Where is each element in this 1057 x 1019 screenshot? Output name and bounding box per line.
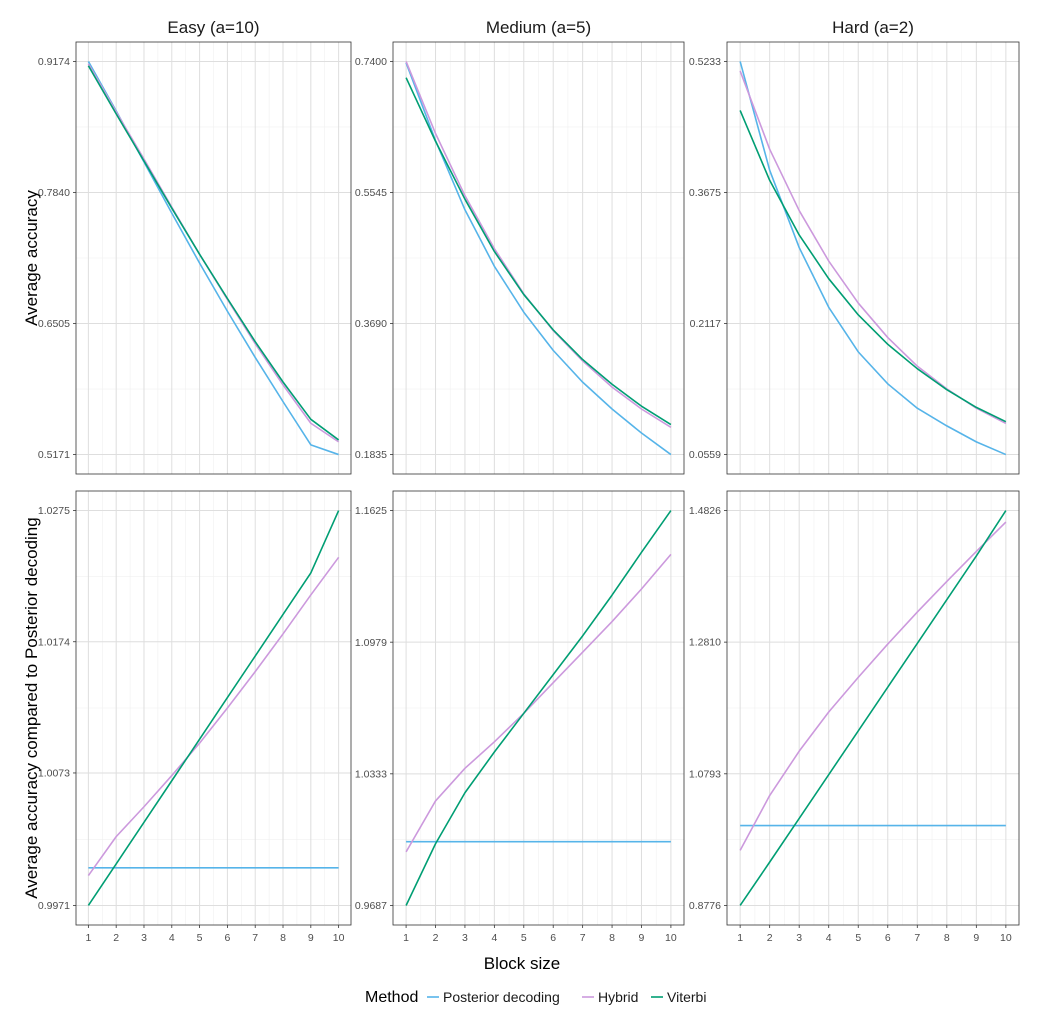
panel-border	[726, 41, 1020, 475]
y-tick-label: 0.5171	[38, 449, 70, 461]
legend-label: Viterbi	[667, 989, 706, 1005]
facet-strip-label: Medium (a=5)	[486, 18, 591, 37]
y-tick-label: 1.0073	[38, 768, 70, 780]
x-tick-label: 6	[885, 932, 891, 944]
series-line-hybrid	[87, 556, 340, 877]
y-tick-label: 0.9174	[38, 56, 70, 68]
x-tick-label: 4	[169, 932, 175, 944]
panel-accuracy-0: 0.5171 0.6505 0.7840 0.9174	[38, 41, 352, 475]
x-tick-label: 1	[737, 932, 743, 944]
series-line-viterbi	[405, 77, 672, 426]
x-tick-label: 1	[403, 932, 409, 944]
y-axis-title: Average accuracy compared to Posterior d…	[22, 517, 41, 898]
series-line-hybrid	[739, 521, 1007, 851]
y-tick-label: 0.5545	[355, 187, 387, 199]
facet-strip-label: Hard (a=2)	[832, 18, 914, 37]
y-tick-label: 1.0275	[38, 505, 70, 517]
x-tick-label: 4	[826, 932, 832, 944]
panel-relative-2: 0.8776 1.0793 1.2810 1.4826 1 2 3 4 5 6 7 8 9 10	[689, 490, 1020, 944]
y-tick-label: 0.7400	[355, 56, 387, 68]
x-tick-label: 4	[491, 932, 497, 944]
x-tick-label: 5	[197, 932, 203, 944]
y-tick-label: 0.5233	[689, 56, 721, 68]
y-tick-label: 1.4826	[689, 505, 721, 517]
y-tick-label: 1.0333	[355, 768, 387, 780]
panel-border	[75, 41, 352, 475]
x-tick-label: 7	[252, 932, 258, 944]
x-tick-label: 10	[665, 932, 677, 944]
y-tick-label: 0.0559	[689, 449, 721, 461]
y-tick-label: 0.6505	[38, 318, 70, 330]
series-line-viterbi	[87, 65, 340, 441]
panel-relative-0: 0.9971 1.0073 1.0174 1.0275 1 2 3 4 5 6 7 8 9 10	[38, 490, 352, 944]
y-tick-label: 1.0979	[355, 637, 387, 649]
x-tick-label: 2	[113, 932, 119, 944]
x-tick-label: 8	[609, 932, 615, 944]
y-tick-label: 1.1625	[355, 505, 387, 517]
x-tick-label: 3	[141, 932, 147, 944]
x-tick-label: 9	[973, 932, 979, 944]
y-tick-label: 0.9687	[355, 900, 387, 912]
panel-border	[75, 490, 352, 926]
x-tick-label: 2	[433, 932, 439, 944]
x-tick-label: 5	[521, 932, 527, 944]
y-tick-label: 1.2810	[689, 637, 721, 649]
series-line-viterbi	[739, 110, 1007, 423]
facet-strip-label: Easy (a=10)	[167, 18, 259, 37]
panel-relative-1: 0.9687 1.0333 1.0979 1.1625 1 2 3 4 5 6 7 8 9 10	[355, 490, 685, 944]
y-axis-title: Average accuracy	[22, 190, 41, 326]
x-tick-label: 9	[308, 932, 314, 944]
x-tick-label: 6	[550, 932, 556, 944]
x-tick-label: 10	[1000, 932, 1012, 944]
x-tick-label: 7	[914, 932, 920, 944]
y-tick-label: 1.0793	[689, 768, 721, 780]
legend-title: Method	[365, 989, 418, 1006]
x-tick-label: 7	[580, 932, 586, 944]
x-tick-label: 1	[85, 932, 91, 944]
y-tick-label: 0.1835	[355, 449, 387, 461]
panel-accuracy-2: 0.0559 0.2117 0.3675 0.5233	[689, 41, 1020, 475]
panel-accuracy-1: 0.1835 0.3690 0.5545 0.7400	[355, 41, 685, 475]
panel-border	[392, 41, 685, 475]
series-line-viterbi	[87, 510, 340, 906]
x-tick-label: 9	[639, 932, 645, 944]
series-line-viterbi	[739, 510, 1007, 906]
y-tick-label: 0.8776	[689, 900, 721, 912]
y-tick-label: 0.7840	[38, 187, 70, 199]
x-tick-label: 6	[224, 932, 230, 944]
x-tick-label: 5	[855, 932, 861, 944]
x-tick-label: 3	[462, 932, 468, 944]
legend-label: Posterior decoding	[443, 989, 560, 1005]
legend-label: Hybrid	[598, 989, 638, 1005]
y-tick-label: 0.3690	[355, 318, 387, 330]
y-tick-label: 0.9971	[38, 900, 70, 912]
x-axis-title: Block size	[484, 954, 561, 973]
y-tick-label: 0.2117	[690, 318, 721, 330]
series-line-hybrid	[405, 553, 672, 853]
x-tick-label: 8	[944, 932, 950, 944]
x-tick-label: 3	[796, 932, 802, 944]
panel-border	[392, 490, 685, 926]
legend: Method Posterior decoding Hybrid Viterbi	[365, 989, 706, 1006]
y-tick-label: 1.0174	[38, 636, 70, 648]
x-tick-label: 8	[280, 932, 286, 944]
x-tick-label: 10	[333, 932, 345, 944]
series-line-viterbi	[405, 510, 672, 906]
y-tick-label: 0.3675	[689, 187, 721, 199]
x-tick-label: 2	[767, 932, 773, 944]
panel-border	[726, 490, 1020, 926]
series-line-posterior-decoding	[405, 62, 672, 456]
